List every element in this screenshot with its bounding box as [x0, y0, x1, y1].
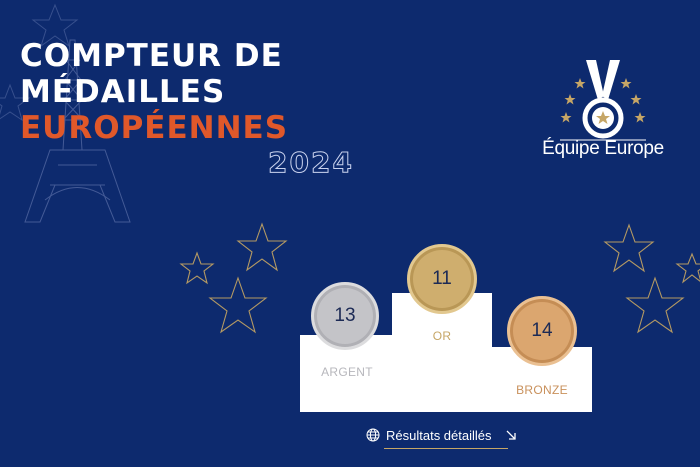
silver-label: ARGENT	[321, 365, 373, 379]
medal-with-stars-icon	[560, 60, 646, 141]
arrow-down-right-icon	[506, 430, 516, 440]
title-line-1: COMPTEUR DE	[20, 38, 283, 74]
bronze-label: BRONZE	[516, 383, 568, 397]
page-title: COMPTEUR DE MÉDAILLES EUROPÉENNES	[20, 38, 288, 146]
brand-name: Équipe Europe	[542, 138, 664, 159]
gold-label: OR	[432, 329, 452, 343]
title-line-3: EUROPÉENNES	[20, 110, 289, 146]
detailed-results-label: Résultats détaillés	[386, 427, 492, 443]
bronze-medal-count: 14	[507, 296, 577, 366]
background-stars	[0, 3, 79, 122]
silver-medal-count: 13	[311, 282, 379, 350]
globe-icon	[366, 428, 380, 442]
year-label: 2024	[268, 146, 354, 180]
eiffel-tower-icon	[24, 39, 131, 223]
logo-stars	[560, 78, 646, 123]
star-outline-icons	[179, 222, 700, 334]
detailed-results-link[interactable]: Résultats détaillés	[366, 424, 518, 449]
link-underline	[384, 448, 508, 449]
gold-medal-count: 11	[407, 244, 477, 314]
title-line-2: MÉDAILLES	[20, 74, 226, 110]
